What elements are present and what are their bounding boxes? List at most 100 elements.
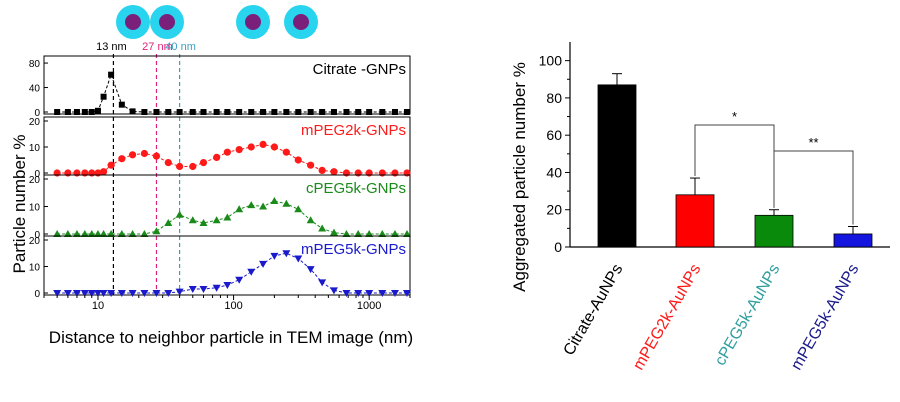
data-point [223,282,232,290]
data-point [223,213,232,221]
data-point [175,210,184,218]
data-point [306,216,315,224]
distribution-panel: 0 10 20 cPEG5k-GNPs [29,174,411,241]
y-tick-label: 0 [34,108,40,119]
data-point [99,290,108,297]
bar [597,84,637,248]
data-point [117,290,126,297]
data-point [402,230,411,237]
y-axis-label: Particle number % [10,135,29,274]
data-point [402,290,411,297]
bar [833,233,873,248]
data-point [379,109,386,115]
data-point [165,109,172,115]
data-point [80,230,89,237]
data-point [175,288,184,296]
data-point [224,109,231,115]
series-line [57,200,407,235]
x-tick-label: 10 [92,300,104,312]
y-tick-label: 20 [29,117,41,128]
y-tick-label: 10 [29,143,41,154]
data-point [64,169,72,177]
y-tick-label: 40 [29,84,41,95]
reference-label: 13 nm [96,41,127,53]
data-point [87,230,96,237]
data-point [87,290,96,297]
y-tick-label: 0 [554,239,562,255]
data-point [355,109,362,115]
data-point [164,159,172,167]
x-axis-label: Distance to neighbor particle in TEM ima… [49,328,413,347]
data-point [128,290,137,297]
data-point [108,71,115,78]
data-point [164,290,173,297]
data-point [330,109,337,115]
data-point [129,108,136,115]
data-point [72,290,81,297]
y-tick-label: 20 [29,175,41,186]
data-point [153,109,160,115]
data-point [176,109,183,115]
series-line [57,73,407,113]
data-point [378,290,387,297]
data-point [81,109,88,115]
data-point [88,169,96,177]
data-point [107,290,116,297]
data-point [318,279,327,287]
x-tick-label: 1000 [357,300,381,312]
bar-group [675,177,715,248]
data-point [235,146,243,154]
data-point [236,109,243,115]
data-point [247,143,255,151]
data-point [235,205,244,213]
y-tick-label: 40 [546,164,562,180]
data-point [282,199,291,207]
particle-icon [150,5,184,39]
data-point [307,161,315,169]
data-point [294,156,302,164]
y-tick-label: 80 [29,59,41,70]
data-point [270,252,279,260]
data-point [283,109,290,115]
y-axis-label: Aggregated particle number % [510,62,529,292]
data-point [152,152,161,160]
reference-label: 27 nm [142,41,173,53]
data-point [140,230,149,237]
significance-bracket [773,150,854,225]
particle-core [293,14,309,30]
data-point [391,169,399,177]
bar [754,214,794,248]
data-point [354,230,363,237]
data-point [271,109,278,115]
data-point [99,168,108,176]
category-labels: Citrate-AuNPs mPEG2k-AuNPs cPEG5k-AuNPs mPE… [561,262,863,374]
data-point [73,109,80,115]
data-point [100,93,107,100]
x-axis: 10 100 1000 [43,295,411,312]
data-point [118,101,125,108]
data-point [80,290,89,297]
data-point [330,168,338,176]
data-point [152,290,161,297]
category-label: mPEG5k-AuNPs [788,262,862,374]
data-point [93,290,102,297]
data-point [164,219,173,226]
particle-core [245,14,261,30]
data-point [199,286,208,294]
data-point [403,109,410,115]
significance-label: ** [808,135,818,150]
y-tick-label: 20 [29,236,41,247]
data-point [72,230,81,237]
data-point [235,276,244,284]
data-point [295,109,302,115]
data-point [189,109,196,115]
data-point [189,162,197,171]
bars [597,73,873,248]
particle-icon [116,5,150,39]
y-tick-label: 100 [539,53,563,69]
data-point [53,169,61,177]
data-point [318,224,327,232]
data-point [342,230,351,237]
